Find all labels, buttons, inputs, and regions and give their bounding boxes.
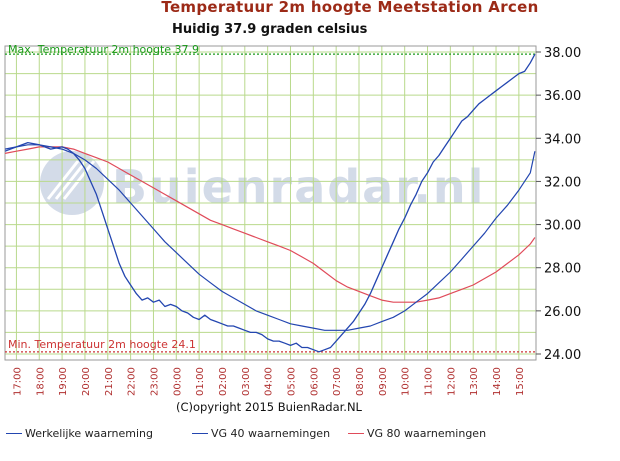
watermark-logo-stroke (62, 160, 96, 200)
x-tick-label: 12:00 (446, 367, 457, 396)
watermark-logo-stroke (46, 160, 80, 200)
x-tick-label: 23:00 (149, 367, 160, 396)
x-axis: 17:00 18:00 19:00 20:00 21:00 22:00 23:00 00:00… (12, 367, 525, 396)
y-tick-label: 38.00 (544, 46, 581, 61)
watermark-logo-stroke (54, 160, 88, 200)
series-line-vg40 (4, 144, 536, 331)
reference-lines: Max. Temperatuur 2m hoogte 37.9 Min. Temp… (5, 43, 536, 353)
x-tick-label: 20:00 (81, 367, 92, 396)
legend-item-vg80: VG 80 waarnemingen (348, 427, 486, 440)
x-tick-label: 21:00 (104, 367, 115, 396)
x-tick-label: 06:00 (309, 367, 320, 396)
y-tick-label: 34.00 (544, 132, 581, 147)
legend-item-vg40: VG 40 waarnemingen (192, 427, 330, 440)
legend-swatch-vg40 (192, 432, 208, 434)
copyright-text: (C)opyright 2015 BuienRadar.NL (176, 400, 362, 414)
x-tick-label: 17:00 (12, 367, 23, 396)
y-tick-label: 32.00 (544, 175, 581, 190)
grid-layer (5, 46, 536, 360)
x-tick-label: 11:00 (424, 367, 435, 396)
x-tick-label: 05:00 (286, 367, 297, 396)
max-temperature-label: Max. Temperatuur 2m hoogte 37.9 (8, 43, 199, 56)
series-layer (4, 53, 536, 353)
x-tick-label: 02:00 (218, 367, 229, 396)
x-tick-label: 09:00 (378, 367, 389, 396)
y-tick-label: 30.00 (544, 219, 581, 234)
legend-swatch-vg80 (348, 432, 364, 434)
legend-label-vg40: VG 40 waarnemingen (211, 427, 331, 440)
series-line-vg80 (4, 146, 536, 303)
x-tick-label: 04:00 (264, 367, 275, 396)
watermark-logo-icon (40, 151, 104, 215)
legend-label-vg80: VG 80 waarnemingen (367, 427, 487, 440)
y-tick-label: 24.00 (544, 348, 581, 363)
chart-legend: Werkelijke waarneming VG 40 waarnemingen… (0, 427, 620, 443)
x-tick-label: 10:00 (401, 367, 412, 396)
y-tick-label: 26.00 (544, 305, 581, 320)
x-tick-label: 14:00 (492, 367, 503, 396)
y-axis: 24.00 26.00 28.00 30.00 32.00 34.00 36.00 38.00 (535, 46, 581, 363)
legend-item-actual: Werkelijke waarneming (6, 427, 153, 440)
watermark-text: Buienradar.nl (112, 160, 485, 214)
y-tick-label: 28.00 (544, 262, 581, 277)
series-line-actual (4, 53, 536, 353)
chart-subtitle: Huidig 37.9 graden celsius (172, 22, 368, 37)
y-tick-label: 36.00 (544, 89, 581, 104)
x-tick-label: 03:00 (241, 367, 252, 396)
chart-title: Temperatuur 2m hoogte Meetstation Arcen (161, 0, 539, 16)
x-tick-label: 00:00 (172, 367, 183, 396)
x-tick-label: 15:00 (515, 367, 526, 396)
x-tick-label: 07:00 (332, 367, 343, 396)
min-temperature-label: Min. Temperatuur 2m hoogte 24.1 (8, 338, 196, 351)
x-tick-label: 08:00 (355, 367, 366, 396)
watermark-layer: Buienradar.nl (40, 151, 485, 215)
legend-swatch-actual (6, 432, 22, 434)
x-tick-label: 13:00 (469, 367, 480, 396)
x-tick-label: 19:00 (58, 367, 69, 396)
x-tick-label: 22:00 (127, 367, 138, 396)
x-tick-label: 01:00 (195, 367, 206, 396)
legend-label-actual: Werkelijke waarneming (25, 427, 153, 440)
x-tick-label: 18:00 (35, 367, 46, 396)
